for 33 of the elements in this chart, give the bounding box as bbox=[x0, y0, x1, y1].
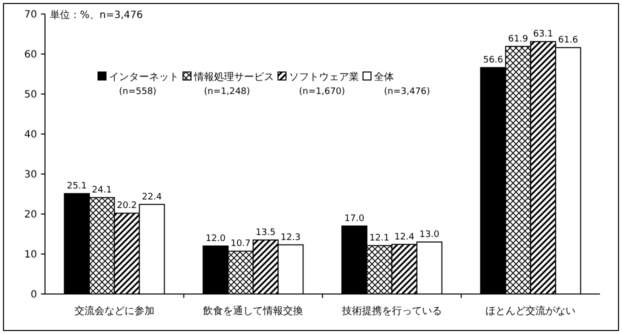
data-label: 24.1 bbox=[92, 186, 112, 196]
data-label: 12.3 bbox=[280, 232, 301, 243]
data-label: 13.5 bbox=[256, 228, 276, 238]
data-label: 61.6 bbox=[558, 36, 578, 46]
chart-title: 単位：%、n=3,476 bbox=[50, 9, 143, 21]
y-tick-label: 70 bbox=[24, 10, 37, 20]
data-label: 12.0 bbox=[206, 234, 226, 244]
y-tick-label: 20 bbox=[24, 210, 37, 220]
data-label: 22.4 bbox=[142, 192, 162, 202]
x-tick-label: 交流会などに参加 bbox=[74, 305, 154, 317]
legend-label: 全体 (n=3,476) bbox=[374, 71, 430, 97]
x-tick-label: 技術提携を行っている bbox=[340, 305, 442, 317]
data-label: 56.6 bbox=[483, 56, 504, 66]
data-label: 12.1 bbox=[369, 234, 390, 244]
legend-label: インターネット (n=558) bbox=[109, 72, 179, 97]
y-tick-label: 0 bbox=[30, 290, 37, 300]
legend-label: 情報処理サービス (n=1,248) bbox=[193, 71, 274, 97]
data-label: 13.0 bbox=[419, 230, 440, 240]
data-label: 63.1 bbox=[533, 30, 554, 40]
y-tick-label: 30 bbox=[24, 170, 37, 180]
x-tick-label: 飲食を通して情報交換 bbox=[203, 305, 304, 317]
x-tick-label: ほとんど交流がない bbox=[486, 305, 576, 317]
y-tick-label: 60 bbox=[24, 50, 37, 60]
y-tick-label: 50 bbox=[24, 90, 37, 100]
data-label: 17.0 bbox=[344, 214, 365, 224]
data-label: 20.2 bbox=[116, 201, 137, 212]
legend-label: ソフトウェア業 (n=1,670) bbox=[289, 71, 359, 97]
data-label: 25.1 bbox=[66, 182, 87, 192]
data-label: 10.7 bbox=[230, 239, 251, 250]
y-tick-label: 10 bbox=[24, 250, 37, 260]
data-label: 61.9 bbox=[508, 34, 528, 44]
y-tick-label: 40 bbox=[24, 130, 37, 140]
data-label: 12.4 bbox=[394, 232, 415, 242]
